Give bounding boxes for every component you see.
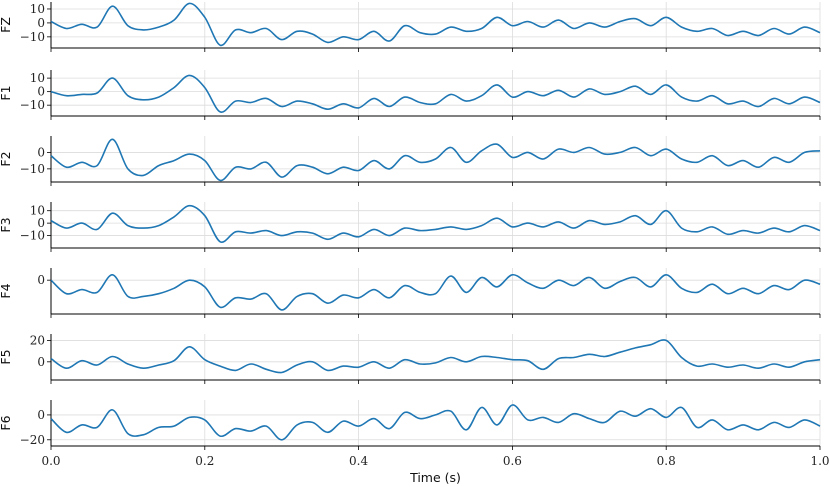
y-tick-label: 10 xyxy=(30,204,45,218)
x-tick-label: 0.2 xyxy=(195,454,214,468)
x-tick-label: 0.4 xyxy=(349,454,368,468)
y-tick-label: 0 xyxy=(37,85,45,99)
series-line-f1 xyxy=(50,74,821,113)
series-line-f6 xyxy=(50,404,821,441)
panel-f2: 0 −10 F2 xyxy=(0,136,821,186)
y-tick-label: 0 xyxy=(37,16,45,30)
y-tick-label: −10 xyxy=(20,229,45,243)
y-tick-label: 0 xyxy=(37,145,45,159)
channel-label: F6 xyxy=(0,415,13,430)
series-line-f2 xyxy=(50,138,821,182)
y-tick-label: −10 xyxy=(20,98,45,112)
y-tick-label: 0 xyxy=(37,355,45,369)
y-tick-label: 0 xyxy=(37,408,45,422)
channel-label: F2 xyxy=(0,151,13,166)
panel-f3: 100−10 F3 xyxy=(0,202,821,252)
panel-f4: 0 F4 xyxy=(0,268,821,318)
x-tick-label: 0.8 xyxy=(657,454,676,468)
y-tick-label: 10 xyxy=(30,2,45,16)
y-tick-label: 20 xyxy=(30,333,45,347)
channel-label: FZ xyxy=(0,17,13,33)
panel-f5: 20 0 F5 xyxy=(0,333,821,384)
series-line-f3 xyxy=(50,204,821,243)
y-tick-label: 0 xyxy=(37,216,45,230)
series-line-f4 xyxy=(50,273,821,311)
channel-label: F5 xyxy=(0,349,13,364)
channel-label: F3 xyxy=(0,217,13,232)
channel-label: F4 xyxy=(0,283,13,298)
y-tick-label: 10 xyxy=(30,71,45,85)
channel-label: F1 xyxy=(0,85,13,100)
y-tick-label: −10 xyxy=(20,162,45,176)
y-tick-label: 0 xyxy=(37,273,45,287)
x-tick-label: 0.0 xyxy=(41,454,60,468)
series-line-f5 xyxy=(50,339,821,374)
panel-f1: 100−10 F1 xyxy=(0,70,821,120)
panel-f6: 0 −20 F6 xyxy=(0,400,821,450)
x-tick-label: 1.0 xyxy=(810,454,829,468)
x-axis: 0.0 0.2 0.4 0.6 0.8 1.0 xyxy=(41,454,829,468)
channel-panels: 100−10FZ100−10F10−10F2100−10F30F4200F50−… xyxy=(0,2,821,450)
x-tick-label: 0.6 xyxy=(503,454,522,468)
y-tick-label: −20 xyxy=(20,433,45,447)
y-tick-label: −10 xyxy=(20,30,45,44)
panel-fz: 100−10 FZ xyxy=(0,2,821,52)
x-axis-label: Time (s) xyxy=(409,470,461,485)
series-line-fz xyxy=(50,2,821,47)
